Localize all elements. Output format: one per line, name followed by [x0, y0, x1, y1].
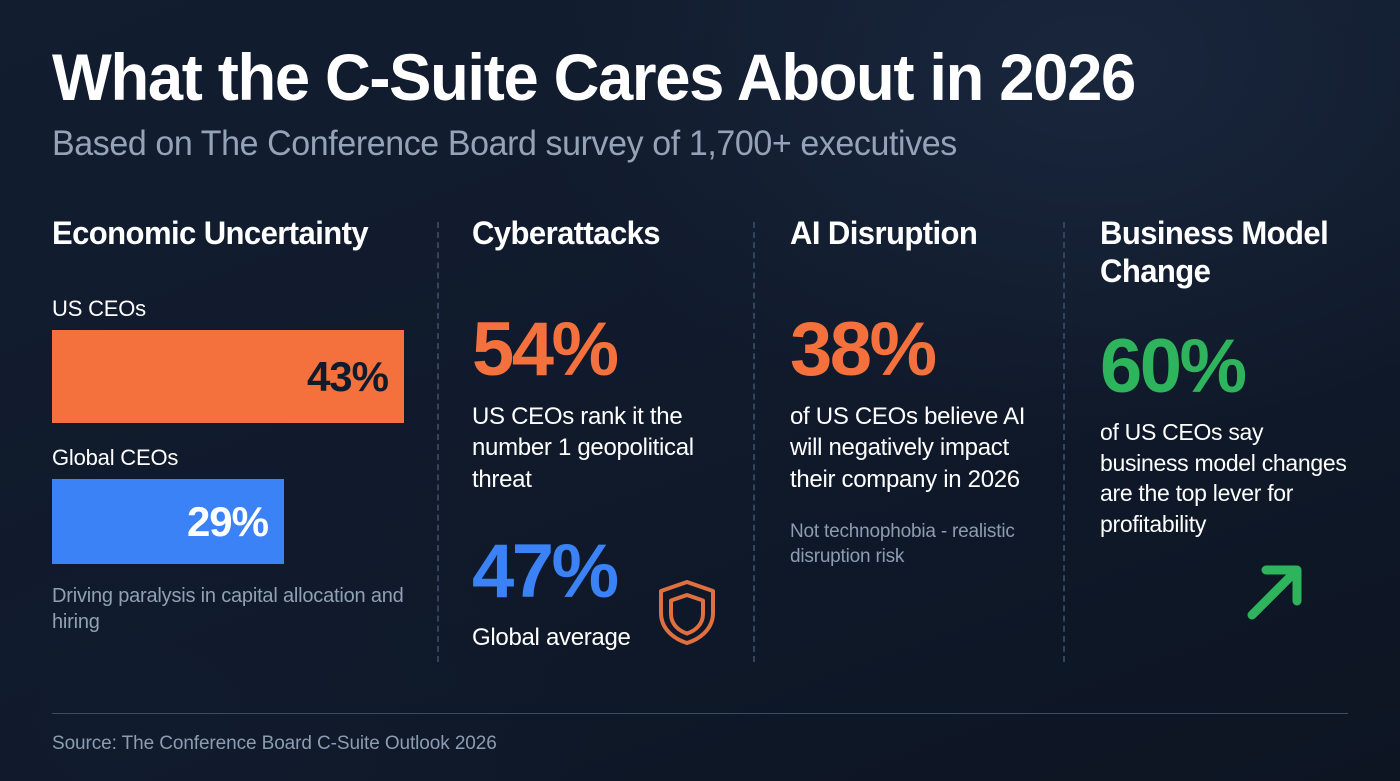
column-footnote: Not technophobia - realistic disruption …: [790, 521, 1015, 567]
shield-icon: [655, 577, 719, 652]
stat-block-business-model: 60% of US CEOs say business model change…: [1100, 323, 1352, 540]
bar-group-us-ceos: US CEOs 43%: [52, 296, 412, 424]
column-business-model-change: Business Model Change 60% of US CEOs say…: [1100, 214, 1352, 674]
header: What the C-Suite Cares About in 2026 Bas…: [52, 44, 1352, 163]
stat-number: 54%: [472, 307, 619, 393]
bar-global-ceos: 29%: [52, 479, 284, 565]
stat-description: of US CEOs say business model changes ar…: [1100, 418, 1347, 537]
column-economic-uncertainty: Economic Uncertainty US CEOs 43% Global …: [52, 214, 412, 674]
column-heading: Business Model Change: [1100, 215, 1329, 290]
column-divider-2: [753, 222, 755, 662]
stat-description: Global average: [472, 624, 631, 652]
stat-number: 47%: [472, 529, 619, 615]
footer-divider: [52, 713, 1348, 714]
column-heading: AI Disruption: [790, 215, 978, 251]
column-divider-3: [1063, 222, 1065, 662]
column-heading: Cyberattacks: [472, 215, 661, 251]
column-ai-disruption: AI Disruption 38% of US CEOs believe AI …: [790, 214, 1040, 674]
bar-us-ceos: 43%: [52, 330, 404, 424]
page-subtitle: Based on The Conference Board survey of …: [52, 124, 957, 163]
arrow-container: [1100, 559, 1352, 630]
page-title: What the C-Suite Cares About in 2026: [52, 40, 1136, 114]
bar-value: 43%: [306, 352, 389, 400]
stat-block-cyber-secondary: 47% Global average: [472, 529, 734, 654]
bar-label: US CEOs: [52, 296, 146, 322]
stat-block-ai: 38% of US CEOs believe AI will negativel…: [790, 307, 1040, 496]
column-note: Driving paralysis in capital allocation …: [52, 585, 404, 633]
source-note: Source: The Conference Board C-Suite Out…: [52, 733, 497, 754]
stat-description: US CEOs rank it the number 1 geopolitica…: [472, 402, 694, 494]
stat-number: 38%: [790, 307, 937, 393]
bar-label: Global CEOs: [52, 445, 179, 471]
column-divider-1: [437, 222, 439, 662]
column-cyberattacks: Cyberattacks 54% US CEOs rank it the num…: [472, 214, 734, 674]
stat-block-cyber-primary: 54% US CEOs rank it the number 1 geopoli…: [472, 307, 734, 496]
stat-description: of US CEOs believe AI will negatively im…: [790, 402, 1026, 494]
stat-number: 60%: [1100, 323, 1247, 409]
bar-value: 29%: [186, 497, 269, 545]
columns-container: Economic Uncertainty US CEOs 43% Global …: [0, 214, 1400, 674]
bar-group-global-ceos: Global CEOs 29%: [52, 445, 412, 565]
arrow-up-right-icon: [1242, 559, 1308, 630]
column-heading: Economic Uncertainty: [52, 215, 369, 251]
